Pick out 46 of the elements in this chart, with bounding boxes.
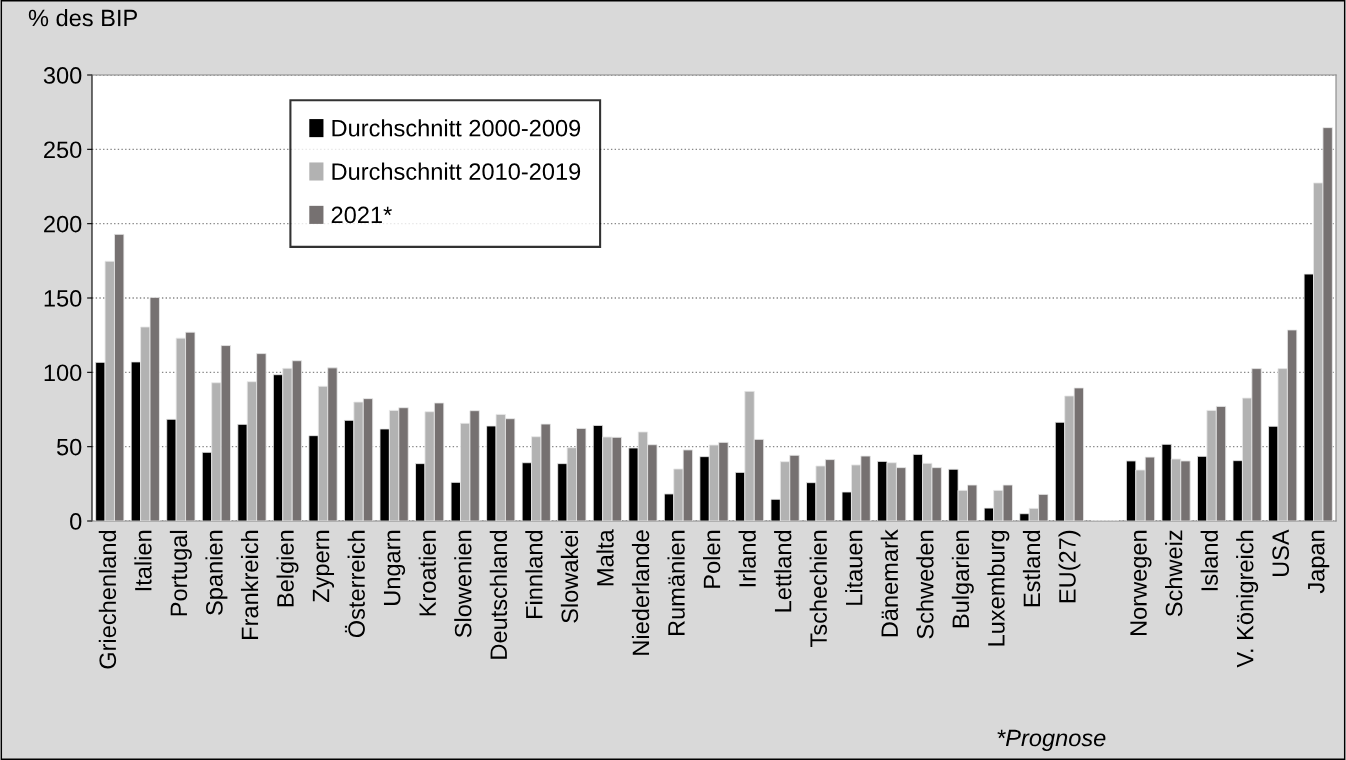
x-tick-label: Lettland (774, 530, 792, 612)
x-tick-label: Japan (1308, 530, 1330, 594)
y-tick-label: 300 (43, 67, 82, 84)
x-tick-label: Kroatien (418, 530, 436, 616)
x-tick-label: Schweiz (1165, 530, 1183, 617)
y-axis-title: % des BIP (28, 9, 137, 27)
x-tick-label: Griechenland (98, 530, 117, 669)
y-tick-label: 200 (44, 215, 82, 233)
y-tick-label: 50 (56, 438, 82, 456)
x-tick-label: Österreich (344, 530, 365, 638)
x-tick-label: Deutschland (489, 530, 508, 659)
y-tick-label: 0 (70, 513, 82, 530)
x-tick-label: Portugal (169, 530, 192, 616)
x-tick-label: V. Königreich (1236, 530, 1259, 668)
y-tick-label: 150 (44, 290, 82, 307)
x-tick-label: Zypern (312, 530, 335, 603)
x-tick-label: Belgien (276, 530, 299, 607)
x-tick-label: Polen (702, 530, 721, 588)
x-tick-label: Norwegen (1130, 530, 1152, 636)
x-tick-label: Malta (596, 529, 614, 586)
x-tick-label: Dänemark (880, 529, 899, 637)
x-tick-label: Spanien (205, 530, 228, 615)
x-tick-label: Estland (1022, 530, 1041, 607)
x-tick-label: Litauen (845, 530, 863, 605)
x-tick-label: Niederlande (631, 530, 650, 655)
x-tick-label: Luxemburg (987, 530, 1010, 646)
legend-label: Durchschnitt 2000-2009 (332, 119, 581, 137)
x-tick-label: Rumänien (667, 530, 685, 636)
x-tick-label: Ungarn (383, 530, 406, 605)
y-tick-label: 100 (44, 364, 82, 382)
x-tick-label: Irland (738, 530, 756, 587)
x-tick-label: Finnland (525, 530, 543, 618)
x-tick-label: USA (1272, 529, 1290, 577)
x-tick-label: EU(27) (1058, 530, 1081, 603)
legend-label: Durchschnitt 2010-2019 (332, 162, 581, 180)
x-tick-label: Island (1200, 530, 1218, 591)
x-tick-label: Italien (134, 530, 152, 591)
x-tick-label: Slowenien (454, 530, 472, 638)
x-tick-label: Frankreich (240, 530, 259, 639)
x-tick-label: Tschechien (809, 530, 827, 647)
y-tick-label: 250 (44, 141, 82, 159)
text: *Prognose (997, 729, 1106, 752)
x-tick-label: Slowakei (560, 530, 579, 623)
legend-label: 2021* (331, 206, 392, 224)
x-tick-label: Schweden (916, 530, 934, 639)
x-tick-label: Bulgarien (951, 530, 974, 628)
